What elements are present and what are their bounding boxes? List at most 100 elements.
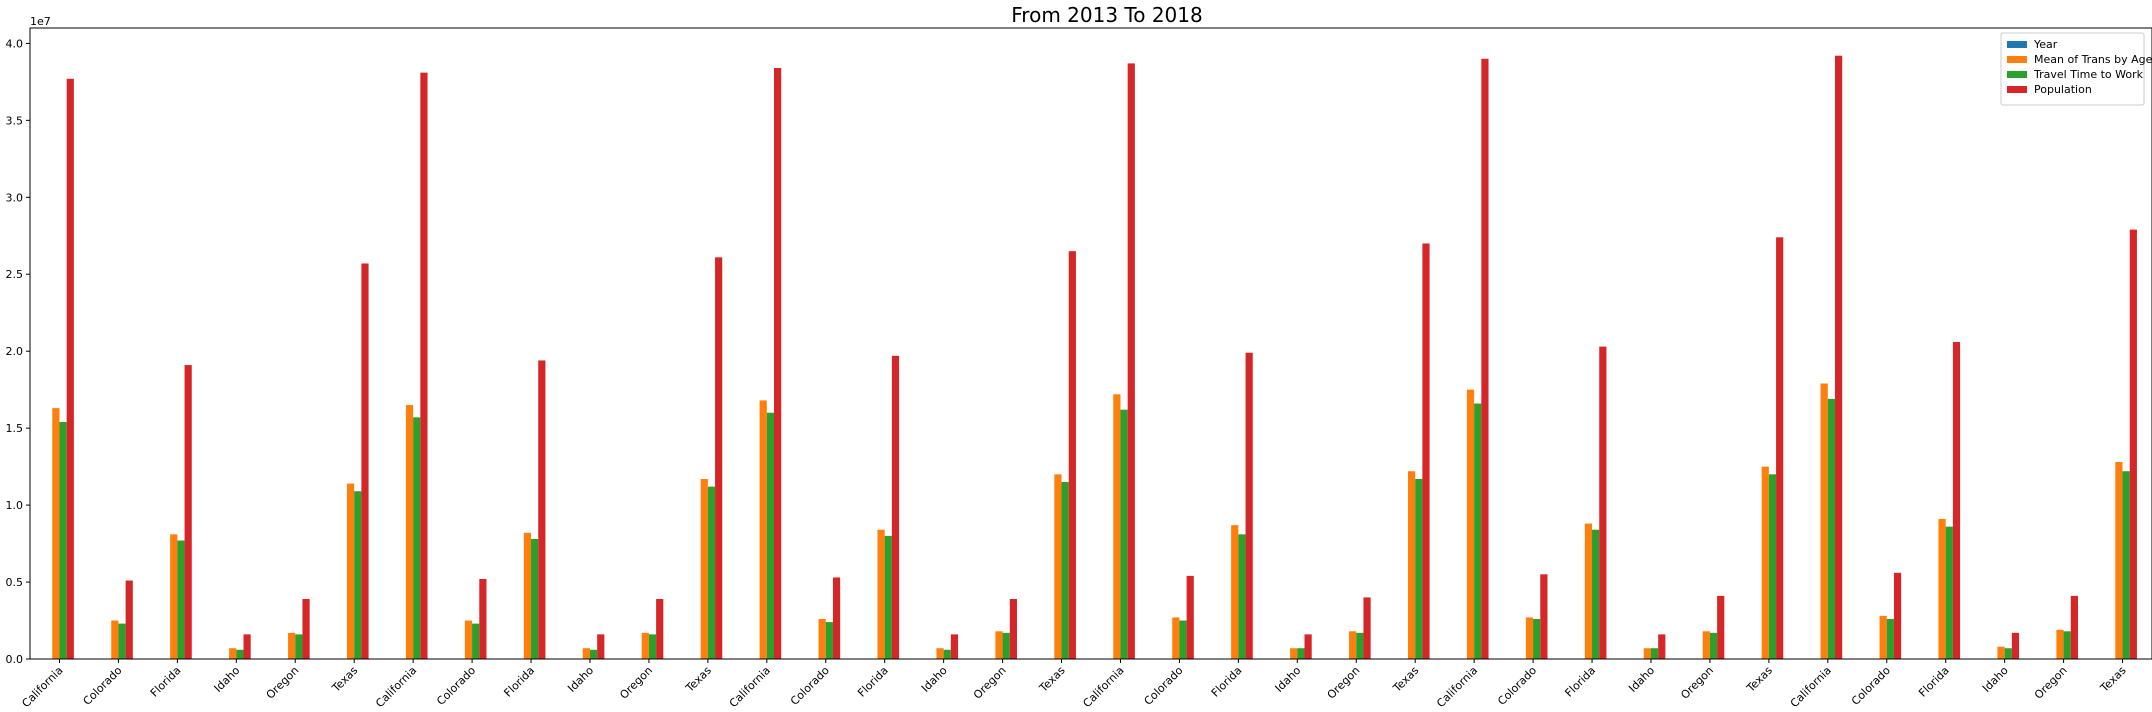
x-tick-label: Colorado (1495, 664, 1539, 708)
bar (1304, 634, 1312, 659)
bar (1761, 466, 1769, 659)
bar (995, 631, 1003, 659)
x-tick-label: Texas (1390, 664, 1422, 696)
bar (1533, 618, 1541, 659)
legend-swatch (2007, 56, 2027, 63)
bar (1658, 634, 1666, 659)
bar (229, 648, 237, 659)
x-tick-label: California (1080, 664, 1126, 710)
x-tick-label: Oregon (2032, 664, 2070, 702)
x-tick-label: Idaho (919, 664, 950, 695)
x-tick-label: Oregon (1325, 664, 1363, 702)
x-tick-label: Florida (148, 664, 184, 700)
bar (1466, 389, 1475, 659)
legend-swatch (2007, 71, 2027, 78)
x-tick-label: Florida (1209, 664, 1245, 700)
bar (1702, 631, 1710, 659)
bar (177, 540, 185, 659)
legend-box (2000, 32, 2145, 106)
x-tick-label: Oregon (971, 664, 1009, 702)
bar (1415, 478, 1423, 659)
bar (1952, 341, 1961, 659)
bar (1009, 598, 1017, 659)
y-tick-label: 3.0 (6, 191, 24, 204)
bar (1186, 575, 1194, 659)
bar (715, 257, 723, 659)
bar (464, 620, 473, 659)
bar (1481, 58, 1489, 659)
bar (2063, 631, 2071, 659)
x-tick-label: California (19, 664, 65, 710)
bar (2011, 632, 2020, 659)
bar (950, 634, 959, 659)
bar (52, 408, 60, 659)
y-tick-label: 0.5 (6, 576, 24, 589)
bar (288, 632, 296, 659)
bar (523, 532, 532, 659)
bar (118, 623, 126, 659)
bar (1599, 346, 1607, 659)
x-tick-label: Idaho (1273, 664, 1304, 695)
bar (125, 580, 133, 659)
bar (943, 649, 951, 659)
bar (302, 598, 310, 659)
bar (1650, 648, 1659, 659)
bar (707, 486, 716, 659)
y-tick-label: 1.0 (6, 499, 24, 512)
bar (774, 68, 782, 659)
bar (1776, 237, 1784, 659)
bar (891, 355, 900, 659)
bar (59, 421, 67, 659)
y-tick-label: 2.5 (6, 268, 24, 281)
x-tick-label: Colorado (788, 664, 832, 708)
bar (1231, 525, 1239, 659)
bar (2122, 471, 2130, 659)
bar (1290, 648, 1298, 659)
legend-swatch (2007, 86, 2027, 93)
legend-label: Population (2034, 83, 2092, 96)
bar (1061, 482, 1069, 659)
bar (1297, 648, 1305, 659)
bar (1068, 251, 1076, 659)
plot-frame (29, 27, 2152, 660)
bar (1592, 529, 1600, 659)
bar (1540, 574, 1548, 659)
x-tick-label: Oregon (617, 664, 655, 702)
bar (1893, 572, 1902, 659)
y-tick-label: 4.0 (6, 37, 24, 50)
bar (170, 534, 178, 659)
x-tick-label: Florida (1562, 664, 1598, 700)
legend-swatch (2007, 41, 2027, 48)
bar (354, 491, 362, 659)
bar (413, 417, 421, 659)
bar (1422, 243, 1430, 659)
y-tick-label: 0.0 (6, 653, 24, 666)
x-tick-label: Florida (501, 664, 537, 700)
bar (420, 72, 428, 659)
bar (479, 578, 487, 659)
bar (1584, 523, 1593, 659)
bar (818, 618, 826, 659)
bar (1827, 398, 1836, 659)
bar (295, 634, 303, 659)
y-axis: 0.0 0.5 1.0 1.5 2.0 2.5 3.0 3.5 4.0 (6, 37, 30, 666)
bar (405, 405, 414, 659)
bar (66, 78, 74, 660)
legend-label: Year (2033, 38, 2058, 51)
bar (538, 360, 546, 659)
x-tick-label: Texas (2097, 664, 2129, 696)
bar (1945, 526, 1953, 659)
bar (1474, 403, 1482, 659)
bar (825, 622, 833, 659)
bar (243, 634, 251, 659)
bar (1245, 352, 1253, 659)
x-tick-label: Colorado (1142, 664, 1186, 708)
x-tick-label: California (1434, 664, 1480, 710)
x-tick-label: Idaho (1980, 664, 2011, 695)
x-tick-label: Idaho (565, 664, 596, 695)
x-tick-label: Idaho (212, 664, 243, 695)
bar (1938, 518, 1946, 659)
bar (1768, 474, 1777, 659)
bar (361, 263, 369, 659)
legend-label: Mean of Trans by Age (2034, 53, 2152, 66)
